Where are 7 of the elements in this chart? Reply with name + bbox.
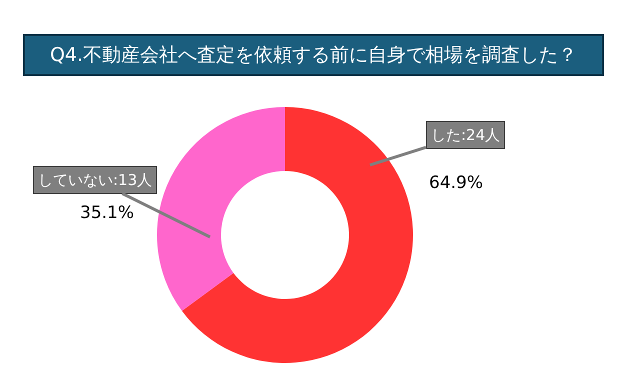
data-label: 35.1% bbox=[80, 203, 134, 223]
chart-title: Q4.不動産会社へ査定を依頼する前に自身で相場を調査した？ bbox=[50, 44, 578, 66]
donut-slice bbox=[157, 107, 285, 311]
slice-label: していない:13人 bbox=[38, 171, 152, 189]
slice-label: した:24人 bbox=[431, 126, 500, 144]
data-label: 64.9% bbox=[429, 173, 484, 193]
donut-slice bbox=[182, 107, 413, 363]
